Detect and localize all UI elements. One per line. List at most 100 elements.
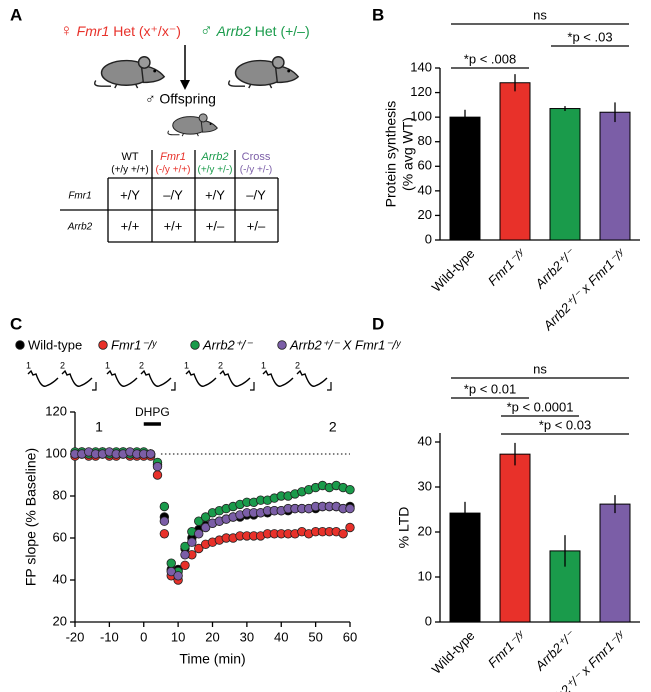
y-tick-label: 40 [418,433,432,448]
row-label: Arrb2 [67,222,93,233]
scale-bar [171,382,176,391]
x-tick-label: Arrb2⁺/⁻ x Fmr1⁻/ʸ [540,245,629,334]
x-tick-label: 40 [274,629,288,644]
y-axis-label: (% avg WT) [400,117,416,191]
mouse-icon [228,56,299,89]
data-point [180,550,190,560]
cell: +/– [247,218,266,233]
y-tick-label: 30 [418,478,432,493]
significance-label: ns [533,7,547,22]
legend-label: Arrb2⁺/⁻ [202,337,253,352]
data-point [159,529,170,539]
data-point [173,571,183,581]
timepoint-label: 2 [329,419,337,435]
legend-marker [277,340,287,350]
cell: +/+ [121,218,140,233]
significance-label: *p < 0.01 [464,381,516,396]
offspring-label: ♂ Offspring [145,91,216,107]
significance-label: *p < 0.0001 [507,399,574,414]
legend-label: Fmr1⁻/ʸ [111,337,158,352]
trace-label: 1 [105,360,110,370]
legend-marker [15,340,25,350]
sample-trace [140,370,172,387]
gene: Arrb2 [216,23,251,39]
x-tick-label: 0 [140,629,147,644]
trace-label: 2 [295,360,300,370]
x-tick-label: Fmr1⁻/ʸ [485,627,529,671]
data-point [345,503,355,514]
row-label: Fmr1 [68,191,91,202]
legend-label: Arrb2⁺/⁻ X Fmr1⁻/ʸ [289,337,402,352]
scale-bar [327,382,332,391]
sample-trace [61,370,93,387]
cell: –/Y [246,187,266,202]
x-tick-label: 60 [343,629,357,644]
panel-label: D [372,314,384,333]
bar [499,82,531,241]
x-tick-label: Arrb2⁺/⁻ [532,627,579,674]
y-axis-label: Protein synthesis [383,101,399,208]
arrow-head [180,80,190,90]
panel-a: ♀ Fmr1 Het (x⁺/x⁻) ♂ Arrb2 Het (+/–) ♂ O… [60,21,310,243]
data-point [166,558,176,568]
y-tick-label: 10 [418,568,432,583]
parent-male: ♂ Arrb2 Het (+/–) [200,21,310,40]
column-name: Fmr1 [160,151,186,163]
data-point [166,566,176,577]
sample-trace [219,370,251,387]
y-tick-label: 80 [53,487,67,502]
x-tick-label: Wild-type [429,628,478,677]
sample-trace [185,370,217,387]
y-axis-label: % LTD [396,507,412,549]
x-tick-label: Wild-type [429,246,478,295]
data-point [338,529,348,539]
data-point [152,470,163,480]
mouse-icon [167,113,218,137]
x-tick-label: Arrb2⁺/⁻ [532,245,579,292]
genotype-table: WT (+/y +/+) Fmr1 (-/y +/+) Arrb2 (+/y +/-) Cr… [60,150,279,243]
scale-bar [250,382,255,391]
genotype: Het (x⁺/x⁻) [113,23,181,39]
data-point [159,516,170,526]
y-tick-label: 100 [45,445,67,460]
panel-label: C [10,314,22,333]
x-axis-label: Time (min) [179,651,245,667]
y-tick-label: 60 [418,158,432,173]
significance-label: *p < .03 [567,29,612,44]
y-tick-label: 140 [410,59,432,74]
data-point [194,543,204,554]
column-name: Arrb2 [201,151,229,163]
trace-label: 1 [184,360,189,370]
x-tick-label: -10 [100,629,119,644]
bar [599,503,631,623]
y-tick-label: 120 [410,84,432,99]
column-genotype: (-/y +/+) [155,165,190,176]
trace-label: 2 [60,360,65,370]
x-tick-label: 50 [308,629,322,644]
column-genotype: (-/y +/-) [240,165,273,176]
sample-trace [296,370,328,387]
legend-marker [190,340,200,350]
column-name: WT [121,151,138,163]
scale-bar [92,382,97,391]
trace-label: 2 [139,360,144,370]
data-point [345,522,355,533]
y-tick-label: 0 [425,613,432,628]
x-tick-label: -20 [66,629,85,644]
bar [499,453,531,623]
trace-label: 1 [26,360,31,370]
genotype: Het (+/–) [255,23,310,39]
bar [599,111,631,241]
trace-label: 2 [218,360,223,370]
y-tick-label: 0 [425,231,432,246]
column-genotype: (+/y +/-) [197,165,232,176]
data-point [152,461,163,472]
y-tick-label: 20 [418,523,432,538]
column-name: Cross [242,151,271,163]
sex-symbol: ♀ [60,21,73,40]
sex-symbol: ♂ [200,21,213,40]
data-point [200,512,211,522]
data-point [145,449,156,459]
trace-label: 1 [261,360,266,370]
significance-label: *p < .008 [464,51,516,66]
